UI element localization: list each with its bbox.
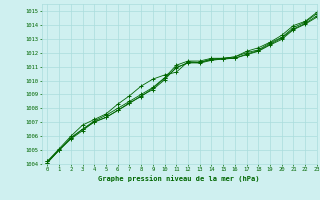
X-axis label: Graphe pression niveau de la mer (hPa): Graphe pression niveau de la mer (hPa) [99, 175, 260, 182]
